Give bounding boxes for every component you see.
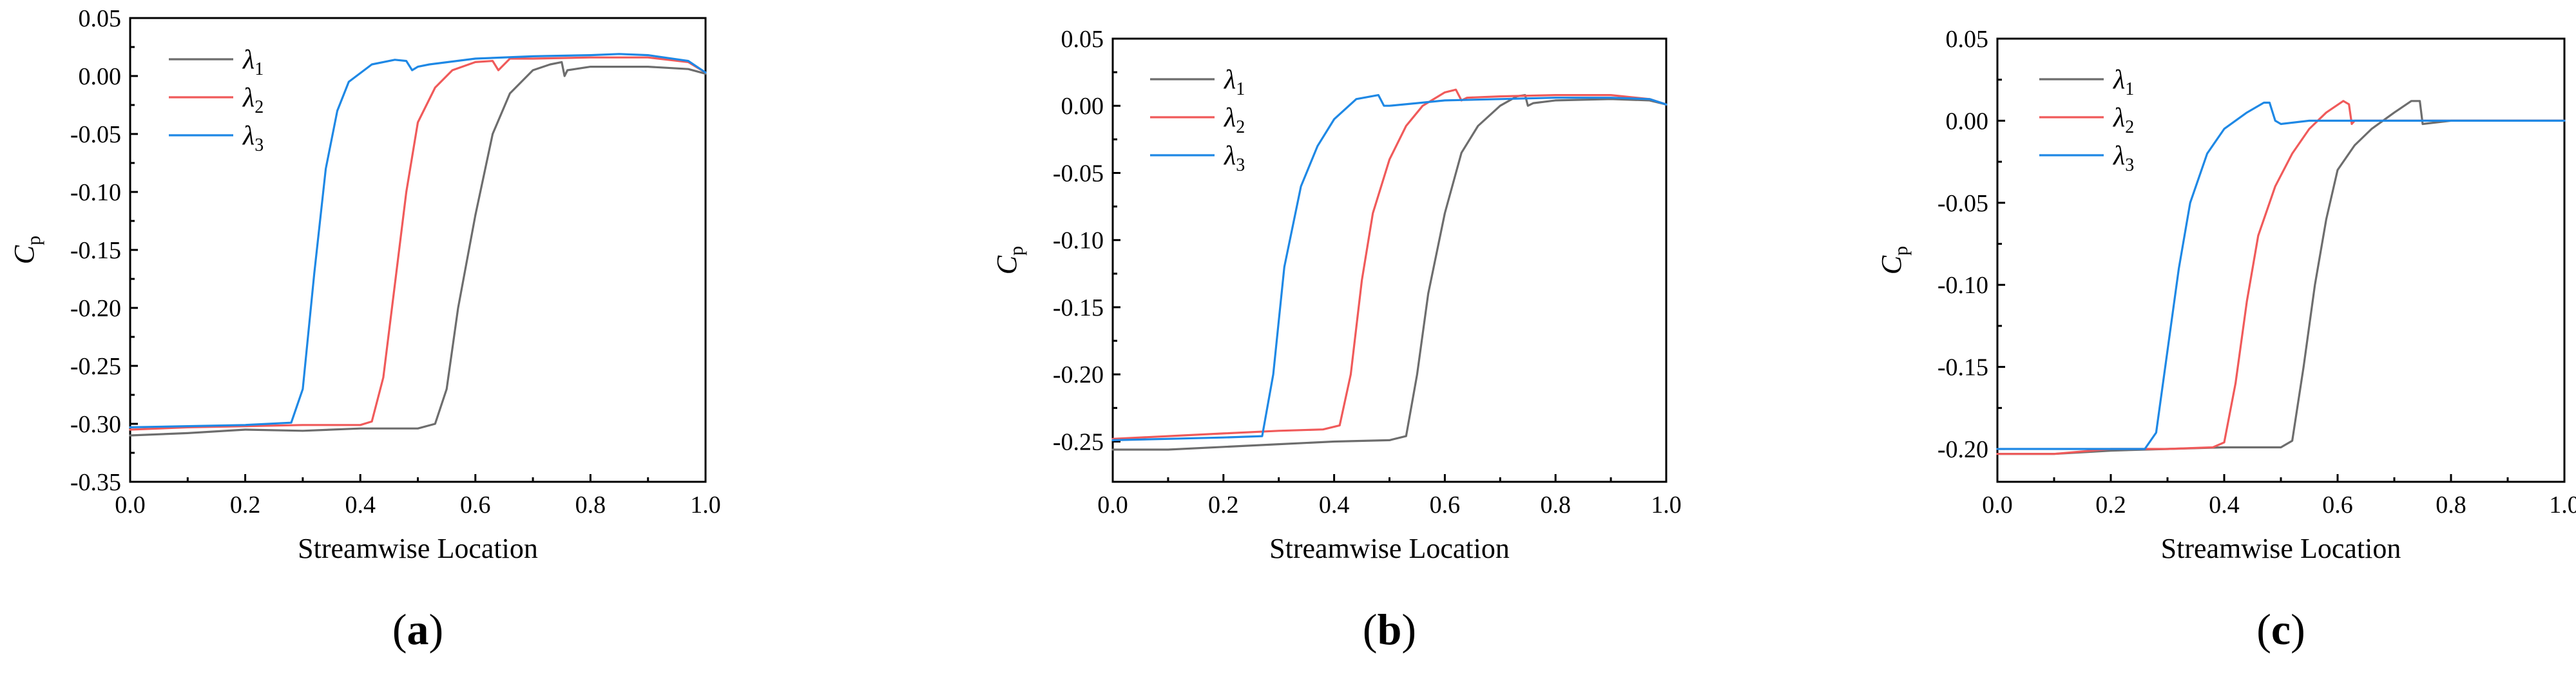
legend-label: λ2 (242, 83, 264, 117)
x-tick-label: 0.6 (1430, 491, 1461, 519)
series-line-λ2 (1111, 88, 1668, 440)
y-axis-label: Cp (1876, 246, 1912, 274)
y-axis-label: Cp (991, 246, 1027, 274)
x-tick-label: 1.0 (690, 491, 721, 519)
chart-panel-1: 0.0 0.2 0.4 0.6 0.8 1.0 -0.35 -0.30 -0.25 -0.20 -0… (8, 5, 721, 654)
plot-frame (1996, 37, 2566, 483)
y-tick-label: -0.15 (1937, 354, 1988, 381)
x-tick-label: 0.8 (1540, 491, 1571, 519)
series-line-λ3 (129, 53, 707, 428)
y-tick-label: -0.10 (1053, 227, 1104, 254)
x-tick-label: 0.4 (345, 491, 376, 519)
y-tick-label: -0.10 (70, 179, 121, 206)
series-line-λ2 (1996, 100, 2566, 455)
y-tick-label: -0.15 (1053, 294, 1104, 321)
x-tick-label: 0.8 (2436, 491, 2466, 519)
panel-caption: (b) (1363, 605, 1416, 654)
y-tick-label: -0.20 (1937, 436, 1988, 463)
y-tick-label: -0.25 (1053, 428, 1104, 455)
y-tick-label: 0.00 (1061, 93, 1104, 120)
x-tick-label: 0.4 (1319, 491, 1350, 519)
panel-caption: (a) (392, 605, 443, 654)
y-tick-label: 0.05 (79, 5, 122, 32)
y-tick-label: -0.35 (70, 469, 121, 496)
x-axis-label: Streamwise Location (1269, 533, 1510, 564)
y-tick-label: -0.05 (1053, 160, 1104, 187)
x-tick-label: 1.0 (2549, 491, 2576, 519)
y-tick-label: 0.05 (1946, 26, 1989, 53)
y-tick-label: -0.10 (1937, 272, 1988, 299)
legend-label: λ2 (2112, 103, 2134, 137)
series-line-λ3 (1111, 94, 1668, 441)
x-tick-label: 0.8 (575, 491, 606, 519)
y-tick-label: 0.05 (1061, 26, 1104, 53)
y-tick-label: 0.00 (79, 63, 122, 90)
x-tick-label: 0.0 (1982, 491, 2013, 519)
series-line-λ3 (1996, 101, 2566, 450)
x-tick-label: 1.0 (1651, 491, 1682, 519)
series-line-λ1 (1996, 100, 2566, 455)
x-tick-label: 0.0 (1097, 491, 1128, 519)
series-line-λ2 (129, 56, 707, 431)
chart-panel-3: 0.0 0.2 0.4 0.6 0.8 1.0 -0.20 -0.15 -0.10 -0.05 0.… (1876, 26, 2576, 654)
legend-label: λ2 (1223, 103, 1245, 137)
series-line-λ1 (1111, 94, 1668, 451)
chart-panel-2: 0.0 0.2 0.4 0.6 0.8 1.0 -0.25 -0.20 -0.15 -0.10 -0… (991, 26, 1682, 654)
x-tick-label: 0.0 (115, 491, 146, 519)
legend-label: λ1 (242, 45, 264, 79)
x-tick-label: 0.2 (2095, 491, 2126, 519)
y-tick-label: -0.30 (70, 411, 121, 438)
x-tick-label: 0.2 (1208, 491, 1239, 519)
y-tick-label: -0.05 (1937, 190, 1988, 217)
legend-label: λ3 (242, 121, 264, 155)
legend-label: λ1 (2112, 65, 2134, 99)
legend: λ1 λ2 λ3 (2039, 65, 2134, 175)
x-axis-label: Streamwise Location (2161, 533, 2401, 564)
y-tick-label: -0.25 (70, 353, 121, 380)
legend-label: λ3 (2112, 141, 2134, 175)
series-line-λ1 (129, 61, 707, 437)
y-tick-label: -0.20 (1053, 361, 1104, 388)
y-tick-label: -0.05 (70, 121, 121, 148)
x-tick-label: 0.2 (230, 491, 261, 519)
x-tick-label: 0.4 (2209, 491, 2240, 519)
x-axis-label: Streamwise Location (298, 533, 538, 564)
x-tick-label: 0.6 (2322, 491, 2353, 519)
legend-label: λ3 (1223, 141, 1245, 175)
y-tick-label: 0.00 (1946, 108, 1989, 135)
y-tick-label: -0.15 (70, 237, 121, 264)
y-tick-label: -0.20 (70, 295, 121, 322)
y-axis-label: Cp (8, 236, 44, 264)
legend-label: λ1 (1223, 65, 1245, 99)
panel-caption: (c) (2256, 605, 2305, 654)
legend: λ1 λ2 λ3 (169, 45, 264, 155)
x-tick-label: 0.6 (460, 491, 491, 519)
plot-frame (129, 17, 707, 483)
legend: λ1 λ2 λ3 (1150, 65, 1245, 175)
